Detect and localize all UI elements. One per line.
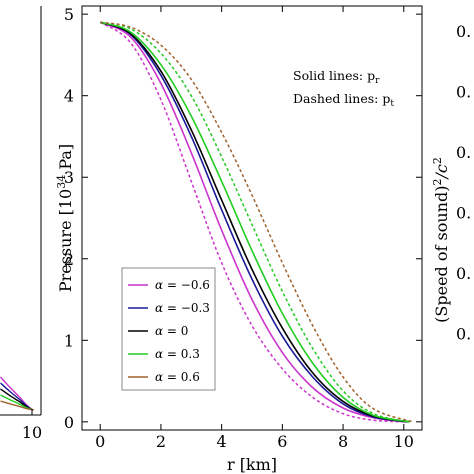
right-tick-label: 0. xyxy=(456,264,471,283)
main-panel: 0 2 4 6 8 10 0 1 2 3 4 5 Solid lines: pr Dashed li… xyxy=(55,5,423,474)
right-tick-labels: 0. 0. 0. 0. 0. 0. xyxy=(456,22,471,344)
annotation-solid-lines: Solid lines: pr xyxy=(293,68,380,86)
y-axis-title: Pressure [1034 Pa] xyxy=(55,144,75,292)
left-panel: 10 xyxy=(0,6,42,442)
x-tick-label: 6 xyxy=(277,432,287,451)
y-tick-label: 4 xyxy=(64,87,74,106)
right-tick-label: 0. xyxy=(456,204,471,223)
x-tick-label: 2 xyxy=(156,432,166,451)
legend-label: α = 0.3 xyxy=(155,347,200,361)
left-panel-curves xyxy=(0,376,35,411)
series-line-solid xyxy=(99,21,406,423)
series-line-dashed xyxy=(99,21,406,423)
right-tick-label: 0. xyxy=(456,22,471,41)
right-tick-label: 0. xyxy=(456,83,471,102)
main-y-ticks: 0 1 2 3 4 5 xyxy=(64,5,422,432)
legend: α = −0.6 α = −0.3 α = 0 α = 0.3 α = 0.6 xyxy=(121,267,216,391)
series-line-solid xyxy=(99,21,411,423)
right-panel: (Speed of sound)2/c2 0. 0. 0. 0. 0. 0. xyxy=(431,22,471,344)
main-curves xyxy=(99,21,414,423)
x-axis-title: r [km] xyxy=(227,455,277,474)
series-line-solid xyxy=(99,21,409,423)
series-line-dashed xyxy=(100,21,414,423)
right-tick-label: 0. xyxy=(456,325,471,344)
right-tick-label: 0. xyxy=(456,143,471,162)
y-tick-label: 3 xyxy=(64,168,74,187)
main-plot-frame xyxy=(81,5,423,431)
left-series-line xyxy=(0,400,35,411)
legend-label: α = −0.3 xyxy=(155,301,210,315)
legend-label: α = −0.6 xyxy=(155,278,210,292)
x-tick-label: 10 xyxy=(394,432,414,451)
series-line-dashed xyxy=(100,21,411,423)
legend-items: α = −0.6 α = −0.3 α = 0 α = 0.3 α = 0.6 xyxy=(128,278,210,384)
x-tick-label: 8 xyxy=(338,432,348,451)
legend-label: α = 0.6 xyxy=(155,370,200,384)
y-tick-label: 2 xyxy=(64,250,74,269)
legend-label: α = 0 xyxy=(155,324,188,338)
series-line-solid xyxy=(99,21,407,423)
y-tick-label: 0 xyxy=(64,413,74,432)
legend-box xyxy=(121,267,216,391)
main-x-ticks: 0 2 4 6 8 10 xyxy=(95,6,414,451)
y-tick-label: 5 xyxy=(64,5,74,24)
left-panel-x-tick-label: 10 xyxy=(22,423,42,442)
x-tick-label: 4 xyxy=(217,432,227,451)
right-y-axis-title: (Speed of sound)2/c2 xyxy=(431,157,451,323)
y-tick-label: 1 xyxy=(64,331,74,350)
annotation-dashed-lines: Dashed lines: pt xyxy=(293,91,394,109)
x-tick-label: 0 xyxy=(95,432,105,451)
